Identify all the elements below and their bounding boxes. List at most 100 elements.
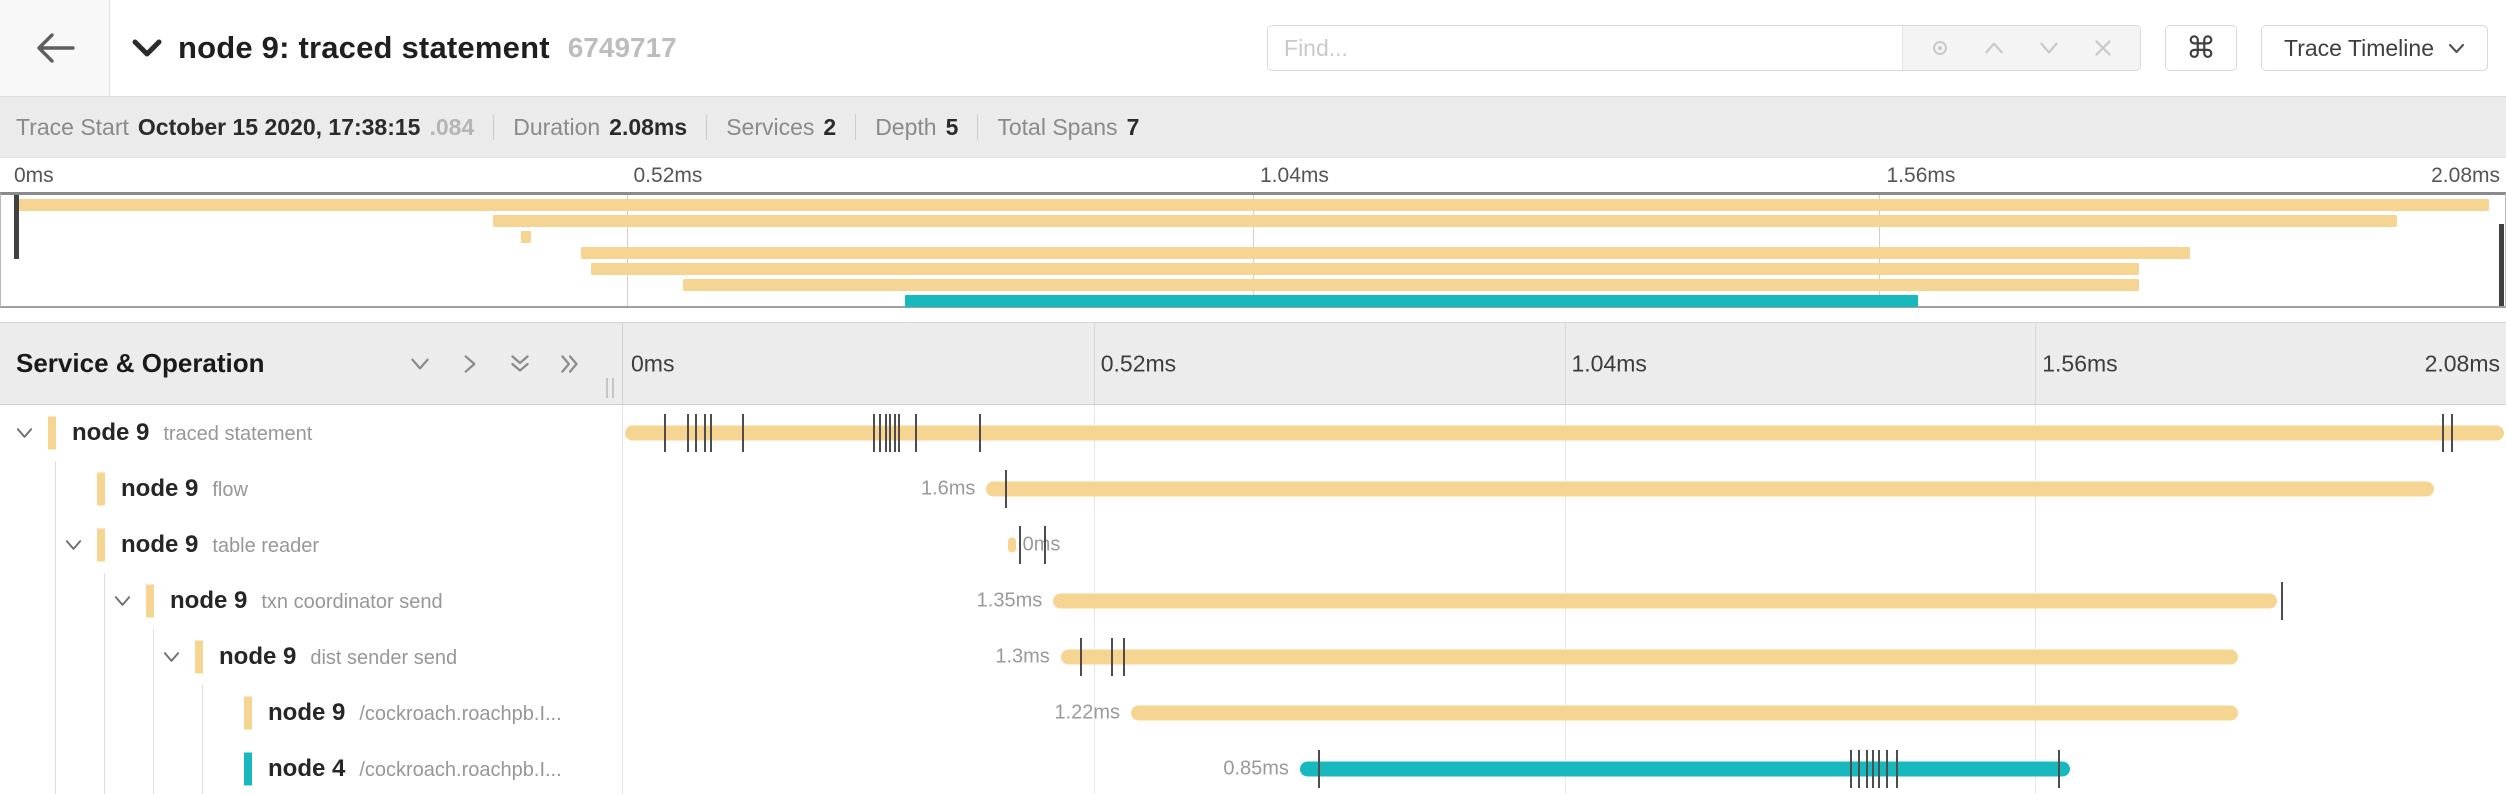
span-bar-cell[interactable]: 0.85ms [623, 741, 2506, 794]
view-selector-button[interactable]: Trace Timeline [2261, 25, 2488, 71]
summary-value: 7 [1126, 113, 1140, 140]
span-log-tick [703, 414, 706, 452]
operation-name: /cockroach.roachpb.I... [359, 759, 562, 781]
span-row[interactable]: node 9 dist sender send 1.3ms [0, 629, 2506, 685]
span-toggle-chevron-icon[interactable] [63, 535, 84, 556]
minimap-span-bar [521, 231, 532, 243]
tree-indent-guide [202, 741, 203, 794]
span-bar-cell[interactable] [623, 405, 2506, 461]
span-log-tick [687, 414, 690, 452]
span-toggle-chevron-icon[interactable] [161, 647, 182, 668]
span-row[interactable]: node 9 table reader 0ms [0, 517, 2506, 573]
span-log-tick [894, 414, 897, 452]
minimap-span-row [15, 277, 2491, 293]
span-log-tick [1871, 750, 1874, 788]
span-duration-bar[interactable] [624, 425, 2505, 441]
span-name-cell[interactable]: node 9 table reader [0, 517, 623, 573]
back-button[interactable] [0, 0, 110, 96]
span-duration-label: 1.22ms [1054, 701, 1121, 724]
span-log-tick [1019, 526, 1022, 564]
span-toggle-chevron-icon[interactable] [112, 591, 133, 612]
minimap-right-scrubber[interactable] [2499, 223, 2504, 306]
span-row[interactable]: node 9 flow 1.6ms [0, 461, 2506, 517]
summary-item: Depth 5 [875, 114, 958, 141]
span-name-cell[interactable]: node 9 traced statement [0, 405, 623, 461]
trace-collapse-chevron-icon[interactable] [132, 38, 162, 58]
arrow-left-icon [36, 33, 75, 63]
axis-tick-label: 1.56ms [2042, 350, 2118, 376]
span-name-cell[interactable]: node 9 flow [0, 461, 623, 517]
service-color-swatch [195, 640, 203, 674]
summary-value: 5 [945, 113, 959, 140]
command-icon: ⌘ [2186, 31, 2217, 65]
span-log-tick [1080, 638, 1082, 676]
tree-indent-guide [55, 573, 56, 629]
collapse-one-button[interactable] [408, 352, 432, 376]
locate-match-icon[interactable] [1923, 31, 1957, 65]
span-bar-cell[interactable]: 0ms [623, 517, 2506, 573]
span-name-cell[interactable]: node 9/cockroach.roachpb.I... [0, 685, 623, 741]
operation-name: traced statement [163, 423, 313, 445]
minimap-viewport[interactable] [0, 192, 2506, 308]
collapse-all-button[interactable] [508, 352, 532, 376]
span-log-tick [2058, 750, 2061, 788]
chevron-down-icon [2448, 43, 2465, 53]
axis-tick-label: 1.56ms [1886, 164, 1956, 187]
service-operation-header-cell: Service & Operation [0, 323, 623, 404]
summary-item: Trace Start October 15 2020, 17:38:15 .084 [16, 114, 474, 141]
span-bar-cell[interactable]: 1.6ms [623, 461, 2506, 517]
span-duration-bar[interactable] [1053, 593, 2278, 609]
span-duration-bar[interactable] [1060, 649, 2239, 665]
expand-one-button[interactable] [458, 352, 482, 376]
summary-value: October 15 2020, 17:38:15 [137, 113, 421, 140]
span-duration-bar[interactable] [1299, 761, 2071, 777]
minimap-span-bar [492, 215, 2397, 227]
minimap-span-bar [17, 199, 2489, 211]
span-duration-bar[interactable] [1131, 705, 2239, 721]
span-duration-bar[interactable] [986, 481, 2435, 497]
minimap-span-row [15, 245, 2491, 261]
span-log-tick [978, 414, 981, 452]
minimap-rows [15, 197, 2491, 309]
top-bar: node 9: traced statement 6749717 ⌘ Trace… [0, 0, 2506, 96]
axis-gridline [1564, 323, 1566, 404]
summary-separator [977, 114, 979, 140]
span-duration-bar[interactable] [1008, 537, 1016, 553]
span-name-cell[interactable]: node 9 dist sender send [0, 629, 623, 685]
expand-all-button[interactable] [558, 352, 582, 376]
service-name: node 4/cockroach.roachpb.I... [268, 755, 562, 782]
summary-label: Depth [875, 113, 937, 140]
minimap-span-bar [580, 247, 2191, 259]
span-row[interactable]: node 9 txn coordinator send 1.35ms [0, 573, 2506, 629]
service-color-swatch [97, 472, 105, 506]
span-log-tick [741, 414, 744, 452]
span-log-tick [884, 414, 887, 452]
find-input[interactable] [1268, 26, 1903, 70]
span-toggle-chevron-icon[interactable] [14, 423, 35, 444]
minimap-span-row [15, 293, 2491, 309]
service-color-swatch [244, 696, 252, 730]
span-row[interactable]: node 9/cockroach.roachpb.I... 1.22ms [0, 685, 2506, 741]
span-log-tick [1005, 470, 1008, 508]
span-name-cell[interactable]: node 9 txn coordinator send [0, 573, 623, 629]
span-name-cell[interactable]: node 4/cockroach.roachpb.I... [0, 741, 623, 794]
up-match-icon[interactable] [1977, 31, 2011, 65]
tree-indent-guide [104, 573, 105, 629]
span-bar-cell[interactable]: 1.3ms [623, 629, 2506, 685]
span-log-tick [1849, 750, 1852, 788]
span-log-tick [1111, 638, 1114, 676]
keyboard-shortcuts-button[interactable]: ⌘ [2165, 25, 2238, 71]
summary-value: 2 [823, 113, 837, 140]
minimap-left-scrubber[interactable] [14, 195, 19, 260]
span-row[interactable]: node 9 traced statement [0, 405, 2506, 461]
span-log-tick [897, 414, 900, 452]
span-bar-cell[interactable]: 1.22ms [623, 685, 2506, 741]
summary-label: Services [726, 113, 815, 140]
tree-indent-guide [104, 741, 105, 794]
summary-label: Duration [513, 113, 601, 140]
span-row[interactable]: node 4/cockroach.roachpb.I... 0.85ms [0, 741, 2506, 794]
close-match-icon[interactable] [2086, 31, 2120, 65]
down-match-icon[interactable] [2032, 31, 2066, 65]
span-bar-cell[interactable]: 1.35ms [623, 573, 2506, 629]
column-resize-grip[interactable] [606, 378, 614, 398]
